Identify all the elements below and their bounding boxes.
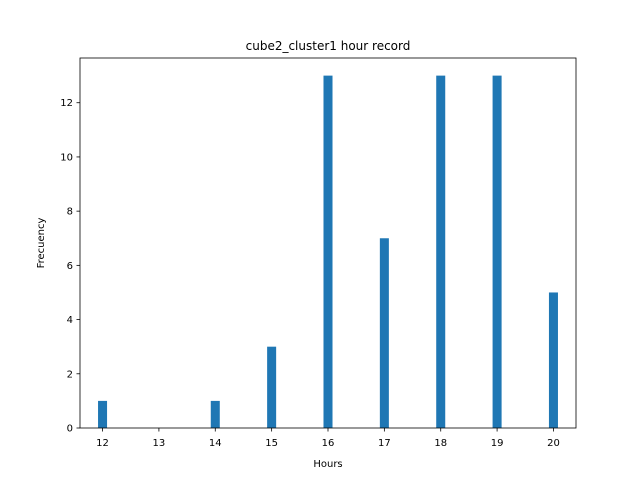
bar-hour-14: [210, 400, 220, 428]
x-axis-ticks: 12 13 14 15 16 17 18 19 20: [96, 428, 560, 449]
y-tick-label: 0: [67, 424, 73, 435]
y-axis-label: Frecuency: [36, 218, 47, 269]
bar-hour-19: [492, 75, 502, 428]
x-tick-label: 19: [491, 438, 504, 449]
y-tick-label: 6: [67, 261, 73, 272]
x-tick-label: 17: [378, 438, 391, 449]
bar-hour-20: [548, 292, 558, 428]
bar-hour-18: [436, 75, 446, 428]
y-tick-label: 2: [67, 369, 73, 380]
y-axis-ticks: 0 2 4 6 8 10 12: [60, 98, 80, 435]
x-tick-label: 18: [434, 438, 447, 449]
x-tick-label: 15: [265, 438, 278, 449]
x-tick-label: 14: [209, 438, 222, 449]
x-tick-label: 13: [153, 438, 166, 449]
y-tick-label: 12: [60, 98, 73, 109]
bar-hour-17: [379, 238, 389, 428]
bar-hour-16: [323, 75, 333, 428]
x-tick-label: 16: [322, 438, 335, 449]
bar-hour-15: [267, 346, 277, 428]
y-tick-label: 4: [67, 315, 73, 326]
bar-hour-12: [98, 400, 108, 428]
chart-title: cube2_cluster1 hour record: [246, 39, 411, 53]
x-tick-label: 20: [547, 438, 560, 449]
y-tick-label: 8: [67, 207, 73, 218]
y-tick-label: 10: [60, 152, 73, 163]
plot-area-frame: [79, 57, 577, 429]
x-tick-label: 12: [96, 438, 109, 449]
bars-group: [98, 75, 558, 428]
x-axis-label: Hours: [313, 459, 342, 470]
